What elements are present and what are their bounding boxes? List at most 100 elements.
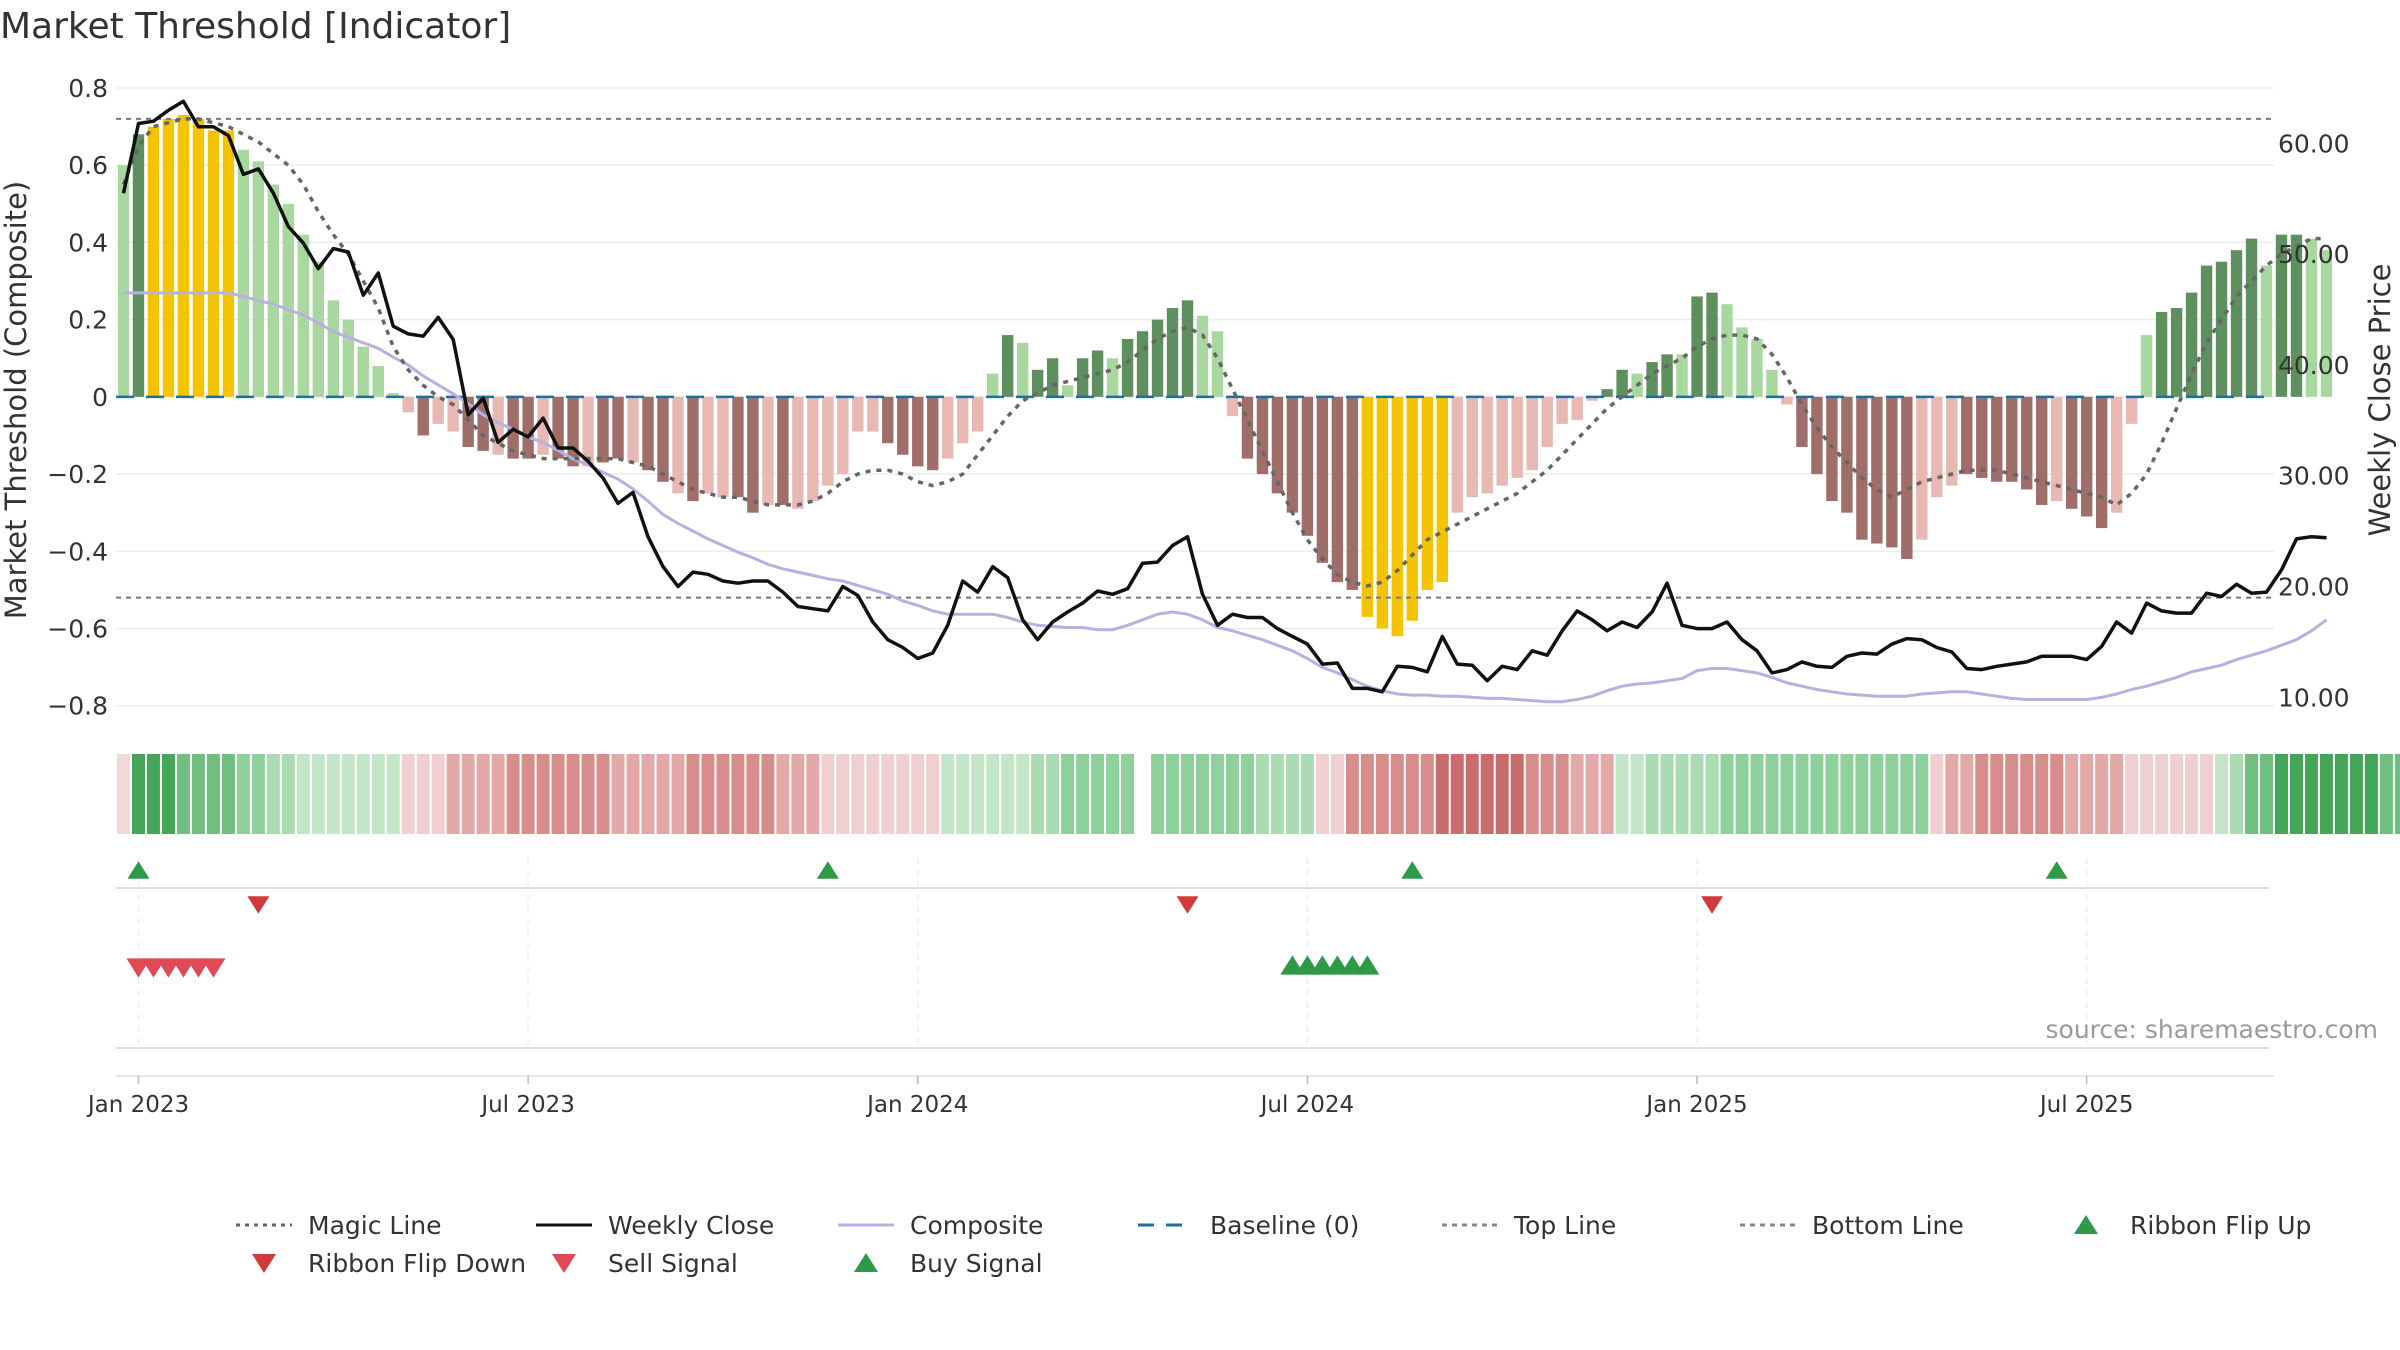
legend-item: Bottom Line bbox=[1740, 1211, 1964, 1240]
y-axis-label-right: Weekly Close Price bbox=[2363, 264, 2397, 537]
histogram-bar bbox=[1331, 396, 1344, 583]
histogram-bar bbox=[2095, 396, 2108, 529]
y-tick-label-left: 0.4 bbox=[68, 228, 108, 257]
ribbon-cell bbox=[1360, 754, 1374, 834]
histogram-bar bbox=[927, 396, 939, 471]
ribbon-cell bbox=[401, 754, 415, 834]
ribbon-cell bbox=[1450, 754, 1464, 834]
histogram-bar bbox=[1256, 396, 1269, 475]
histogram-bar bbox=[537, 396, 549, 455]
histogram-bar bbox=[1676, 354, 1688, 397]
ribbon-cell bbox=[896, 754, 910, 834]
ribbon-flip-down-marker bbox=[1701, 896, 1724, 914]
histogram-bar bbox=[2125, 396, 2138, 424]
ribbon-cell bbox=[1735, 754, 1749, 834]
legend-symbol-triangle-up bbox=[2074, 1215, 2098, 1234]
ribbon-cell bbox=[1510, 754, 1524, 834]
ribbon-cell bbox=[1480, 754, 1494, 834]
histogram-bar bbox=[1691, 296, 1703, 397]
legend-label: Buy Signal bbox=[910, 1249, 1043, 1278]
ribbon-cell bbox=[341, 754, 355, 834]
ribbon-cell bbox=[1405, 754, 1419, 834]
ribbon-cell bbox=[356, 754, 370, 834]
histogram-bar bbox=[147, 126, 160, 397]
ribbon-cell bbox=[821, 754, 835, 834]
ribbon-cell bbox=[1705, 754, 1719, 834]
ribbon-cell bbox=[1315, 754, 1329, 834]
y-tick-label-left: 0.2 bbox=[68, 306, 108, 335]
ribbon-cell bbox=[866, 754, 880, 834]
histogram-bar bbox=[762, 396, 774, 505]
legend: Magic Line Weekly Close Composite Baseline … bbox=[236, 1211, 2311, 1278]
ribbon-cell bbox=[146, 754, 160, 834]
source-annotation: source: sharemaestro.com bbox=[2046, 1015, 2379, 1044]
composite-line bbox=[123, 291, 2328, 704]
ribbon-flip-down-marker bbox=[1176, 896, 1199, 914]
y-tick-label-left: 0.8 bbox=[68, 74, 108, 103]
ribbon-cell bbox=[1091, 754, 1105, 834]
histogram-bar bbox=[1661, 354, 1673, 397]
histogram-bar bbox=[1841, 396, 1853, 513]
histogram-bar bbox=[1466, 396, 1478, 498]
x-tick-label: Jan 2023 bbox=[86, 1092, 189, 1118]
ribbon-cell bbox=[686, 754, 700, 834]
ribbon-cell bbox=[2050, 754, 2064, 834]
histogram-bar bbox=[867, 396, 879, 432]
histogram-bar bbox=[1016, 342, 1029, 397]
legend-item: Ribbon Flip Up bbox=[2074, 1211, 2311, 1240]
histogram-bar bbox=[1271, 396, 1284, 494]
ribbon-cell bbox=[2289, 754, 2303, 834]
ribbon-cell bbox=[311, 754, 325, 834]
ribbon-cell bbox=[1870, 754, 1884, 834]
ribbon-cell bbox=[536, 754, 550, 834]
y-tick-label-right: 40.00 bbox=[2278, 351, 2350, 380]
legend-symbol-triangle-down bbox=[252, 1254, 276, 1273]
histogram-bar bbox=[1886, 396, 1898, 548]
histogram-bar bbox=[1586, 396, 1598, 401]
histogram-bar bbox=[222, 130, 235, 397]
histogram-bar bbox=[1736, 327, 1748, 397]
histogram-bar bbox=[447, 396, 459, 432]
histogram-bar bbox=[327, 300, 339, 397]
histogram-bar bbox=[582, 396, 594, 467]
histogram-bar bbox=[1286, 396, 1299, 513]
histogram-bar bbox=[642, 396, 654, 471]
ribbon-cell bbox=[2260, 754, 2273, 834]
histogram-bar bbox=[1856, 396, 1868, 540]
ribbon-cell bbox=[731, 754, 745, 834]
histogram-bar bbox=[1316, 396, 1329, 563]
ribbon-cell bbox=[1720, 754, 1734, 834]
ribbon-cell bbox=[1630, 754, 1644, 834]
ribbon-cell bbox=[1855, 754, 1869, 834]
ribbon-cell bbox=[656, 754, 670, 834]
ribbon-cell bbox=[1540, 754, 1554, 834]
ribbon-cell bbox=[2379, 754, 2393, 834]
histogram-bar bbox=[522, 396, 534, 459]
histogram-bar bbox=[432, 396, 444, 424]
y-tick-label-right: 20.00 bbox=[2278, 573, 2350, 602]
histogram-bar bbox=[1211, 331, 1224, 397]
ribbon-cell bbox=[641, 754, 655, 834]
histogram-bar bbox=[267, 184, 280, 397]
ribbon-cell bbox=[191, 754, 205, 834]
legend-label: Top Line bbox=[1513, 1211, 1616, 1240]
ribbon-cell bbox=[1660, 754, 1674, 834]
legend-symbol-triangle-down bbox=[552, 1254, 576, 1273]
histogram-bar bbox=[552, 396, 564, 459]
magic-line bbox=[121, 117, 2327, 588]
histogram-bar bbox=[2140, 335, 2153, 397]
histogram-bar bbox=[672, 396, 684, 494]
line-series bbox=[116, 99, 2328, 704]
ribbon-cell bbox=[1825, 754, 1839, 834]
histogram-bar bbox=[702, 396, 714, 494]
histogram-bar bbox=[237, 149, 250, 397]
ribbon-cell bbox=[1645, 754, 1659, 834]
ribbon-cell bbox=[1960, 754, 1974, 834]
histogram-bar bbox=[1706, 292, 1718, 397]
ribbon-cell bbox=[161, 754, 175, 834]
ribbon-cell bbox=[2140, 754, 2154, 834]
y-tick-label-right: 30.00 bbox=[2278, 462, 2350, 491]
legend-label: Sell Signal bbox=[608, 1249, 738, 1278]
ribbon-cell bbox=[476, 754, 490, 834]
histogram-bar bbox=[402, 396, 414, 413]
